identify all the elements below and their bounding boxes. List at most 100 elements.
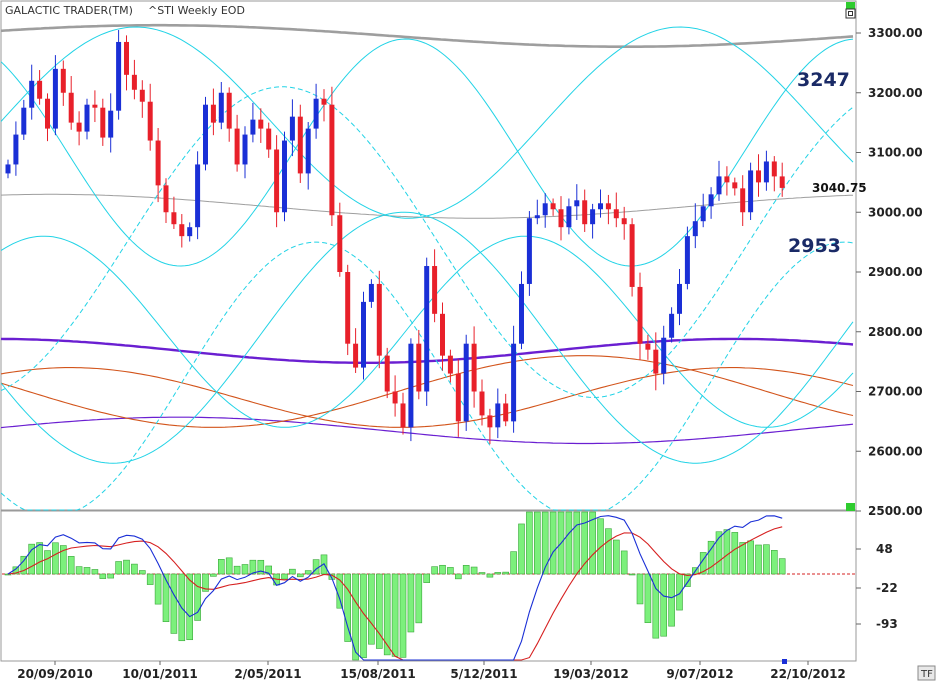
y-tick-label-8: 3300.00 xyxy=(868,26,923,40)
candle-body-83 xyxy=(661,337,667,374)
macd-hist-bar-5 xyxy=(44,550,51,575)
macd-hist-bar-61 xyxy=(486,573,494,578)
macd-hist-bar-81 xyxy=(644,573,652,623)
macd-hist-bar-8 xyxy=(67,556,75,575)
candle-body-10 xyxy=(84,104,90,132)
corner-marker-top[interactable] xyxy=(846,2,855,9)
candle-body-15 xyxy=(124,41,129,75)
macd-hist-bar-28 xyxy=(225,557,233,575)
wave-line-4 xyxy=(0,367,854,428)
candle-body-2 xyxy=(21,107,27,135)
candle-body-58 xyxy=(463,343,469,422)
x-tick-label-0: 20/09/2010 xyxy=(17,667,93,681)
candle-body-72 xyxy=(574,200,580,207)
candle-body-33 xyxy=(266,128,272,150)
candle-body-94 xyxy=(748,170,754,213)
macd-indicator xyxy=(2,511,855,661)
macd-hist-bar-56 xyxy=(447,567,454,575)
candle-body-36 xyxy=(289,116,295,141)
candle-body-50 xyxy=(400,403,406,428)
tf-button[interactable] xyxy=(917,665,936,681)
macd-hist-bar-74 xyxy=(589,511,596,575)
macd-tick-label-1: -22 xyxy=(876,581,898,595)
macd-hist-bar-53 xyxy=(423,573,431,583)
window-toggle-icon[interactable] xyxy=(845,8,856,19)
candle-body-19 xyxy=(155,140,161,186)
wave-line-0 xyxy=(0,23,854,48)
candle-body-28 xyxy=(226,92,232,129)
candle-body-30 xyxy=(242,134,248,165)
macd-hist-bar-6 xyxy=(52,542,59,575)
corner-marker-bottom[interactable] xyxy=(846,503,855,511)
macd-hist-bar-91 xyxy=(723,529,731,575)
candle-body-35 xyxy=(282,140,287,213)
macd-hist-bar-35 xyxy=(281,573,288,580)
candle-body-81 xyxy=(645,343,651,350)
candle-body-34 xyxy=(274,149,280,213)
y-tick-label-1: 2600.00 xyxy=(868,444,923,458)
candle-body-67 xyxy=(534,215,540,219)
macd-hist-bar-95 xyxy=(755,544,762,575)
candle-body-85 xyxy=(677,283,682,314)
candle-body-37 xyxy=(297,116,303,174)
macd-tick-label-2: -93 xyxy=(876,617,898,631)
candle-body-57 xyxy=(455,373,461,422)
candle-body-90 xyxy=(716,176,722,195)
candle-body-75 xyxy=(598,203,603,210)
macd-hist-bar-48 xyxy=(383,573,391,656)
wave-line-11 xyxy=(0,241,854,511)
macd-hist-bar-62 xyxy=(494,572,502,575)
macd-hist-bar-38 xyxy=(304,570,312,575)
candle-body-11 xyxy=(92,104,98,108)
candle-body-45 xyxy=(361,301,366,368)
price-y-axis: 2500.00 2600.00 2700.00 2800.00 2900.00 3000.… xyxy=(856,26,923,518)
y-tick-label-6: 3100.00 xyxy=(868,146,923,160)
candle-body-80 xyxy=(637,286,643,344)
candle-body-96 xyxy=(763,161,769,183)
macd-hist-bar-20 xyxy=(162,573,170,623)
macd-hist-bar-67 xyxy=(533,511,541,575)
macd-hist-bar-13 xyxy=(107,573,114,579)
macd-hist-bar-50 xyxy=(399,573,407,658)
macd-hist-bar-79 xyxy=(628,573,636,576)
macd-hist-bar-86 xyxy=(684,573,691,587)
macd-hist-bar-51 xyxy=(407,573,415,633)
candle-body-29 xyxy=(234,128,240,165)
x-tick-label-5: 19/03/2012 xyxy=(553,667,629,681)
macd-hist-bar-36 xyxy=(289,568,296,575)
x-tick-label-4: 5/12/2011 xyxy=(450,667,517,681)
macd-hist-bar-93 xyxy=(739,542,747,575)
candle-body-52 xyxy=(416,343,422,392)
macd-hist-bar-73 xyxy=(581,511,589,575)
macd-hist-bar-26 xyxy=(210,573,217,577)
macd-hist-bar-97 xyxy=(770,550,778,575)
candle-body-18 xyxy=(147,101,153,141)
candle-body-66 xyxy=(526,218,532,284)
candle-body-53 xyxy=(424,266,430,392)
macd-hist-bar-55 xyxy=(439,564,446,575)
scroll-marker[interactable] xyxy=(782,659,787,664)
x-tick-label-6: 9/07/2012 xyxy=(666,667,733,681)
candle-body-26 xyxy=(210,104,216,123)
macd-hist-bar-46 xyxy=(368,573,375,645)
macd-hist-bar-57 xyxy=(454,573,462,580)
candle-body-92 xyxy=(732,182,738,189)
macd-hist-bar-52 xyxy=(415,573,423,624)
candle-body-47 xyxy=(376,283,382,356)
macd-hist-bar-68 xyxy=(541,511,549,575)
macd-hist-bar-19 xyxy=(154,573,162,605)
macd-hist-bar-59 xyxy=(470,566,478,575)
x-tick-label-7: 22/10/2012 xyxy=(770,667,846,681)
candle-body-14 xyxy=(116,41,122,111)
annotation-3247: 3247 xyxy=(797,69,850,91)
macd-hist-bar-58 xyxy=(462,565,470,575)
candle-body-5 xyxy=(45,98,50,129)
y-tick-label-0: 2500.00 xyxy=(868,504,923,518)
macd-signal-line xyxy=(7,526,783,661)
macd-hist-bar-2 xyxy=(20,555,28,575)
candle-body-78 xyxy=(621,218,627,225)
candle-body-59 xyxy=(471,343,477,392)
candle-body-16 xyxy=(131,74,137,90)
candle-body-65 xyxy=(519,283,524,344)
